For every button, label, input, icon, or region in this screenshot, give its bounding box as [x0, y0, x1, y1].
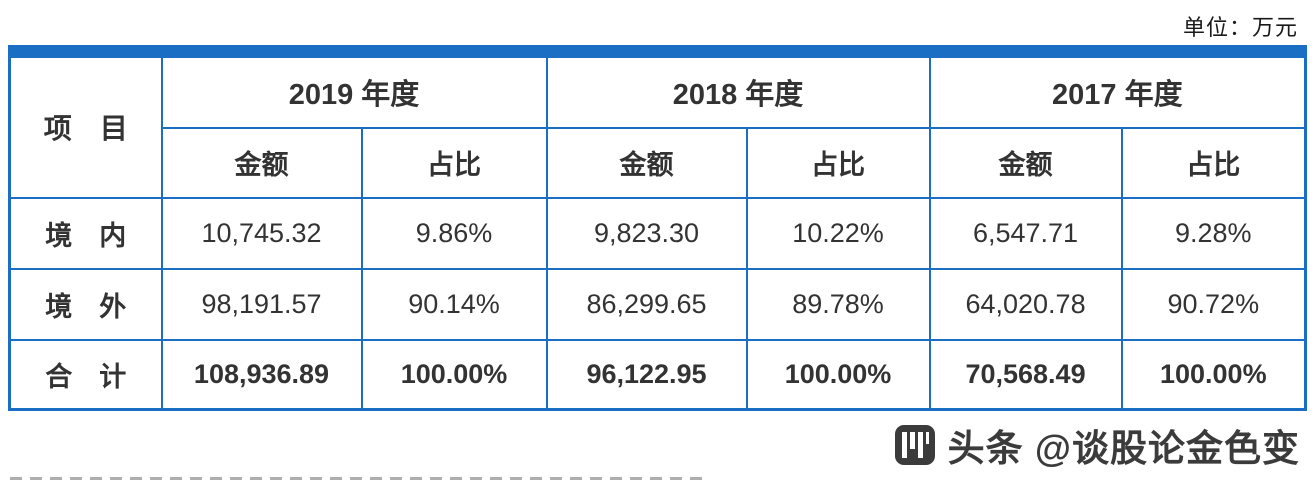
col-header-amount-2019: 金额: [160, 126, 363, 199]
cell-total-2017-amount: 70,568.49: [928, 338, 1123, 411]
col-header-amount-2017: 金额: [928, 126, 1123, 199]
col-header-amount-2018: 金额: [545, 126, 748, 199]
year-2018-header: 2018 年度: [545, 50, 931, 129]
row-label-total: 合 计: [8, 338, 163, 411]
cell-overseas-2017-amount: 64,020.78: [928, 267, 1123, 341]
row-label-domestic: 境 内: [8, 196, 163, 270]
watermark: 头条 @谈股论金色变: [894, 418, 1300, 472]
cell-overseas-2018-ratio: 89.78%: [745, 267, 931, 341]
cell-domestic-2019-ratio: 9.86%: [360, 196, 548, 270]
cell-domestic-2018-amount: 9,823.30: [545, 196, 748, 270]
cell-overseas-2019-amount: 98,191.57: [160, 267, 363, 341]
year-2019-header: 2019 年度: [160, 50, 548, 129]
clipped-bottom-text: [10, 477, 710, 480]
financial-table-wrapper: 项 目 2019 年度 2018 年度 2017 年度 金额 占比 金额 占比 …: [8, 45, 1308, 411]
cell-overseas-2018-amount: 86,299.65: [545, 267, 748, 341]
col-header-ratio-2019: 占比: [360, 126, 548, 199]
col-header-ratio-2017: 占比: [1120, 126, 1307, 199]
row-label-overseas: 境 外: [8, 267, 163, 341]
cell-overseas-2017-ratio: 90.72%: [1120, 267, 1307, 341]
toutiao-logo-icon: [894, 424, 936, 466]
unit-label: 单位：万元: [1182, 15, 1298, 40]
cell-total-2019-amount: 108,936.89: [160, 338, 363, 411]
cell-total-2018-ratio: 100.00%: [745, 338, 931, 411]
header-row-subcolumns: 金额 占比 金额 占比 金额 占比: [10, 126, 1307, 199]
cell-total-2019-ratio: 100.00%: [360, 338, 548, 411]
table-row-overseas: 境 外 98,191.57 90.14% 86,299.65 89.78% 64…: [8, 267, 1307, 341]
cell-domestic-2017-amount: 6,547.71: [928, 196, 1123, 270]
table-row-total: 合 计 108,936.89 100.00% 96,122.95 100.00%…: [8, 338, 1307, 411]
item-header-cell: 项 目: [8, 50, 163, 199]
header-row-years: 项 目 2019 年度 2018 年度 2017 年度: [8, 50, 1307, 199]
cell-domestic-2017-ratio: 9.28%: [1120, 196, 1307, 270]
year-2017-header: 2017 年度: [928, 50, 1307, 129]
cell-total-2018-amount: 96,122.95: [545, 338, 748, 411]
cell-domestic-2018-ratio: 10.22%: [745, 196, 931, 270]
financial-table: 项 目 2019 年度 2018 年度 2017 年度 金额 占比 金额 占比 …: [8, 45, 1308, 411]
cell-domestic-2019-amount: 10,745.32: [160, 196, 363, 270]
table-row-domestic: 境 内 10,745.32 9.86% 9,823.30 10.22% 6,54…: [8, 196, 1307, 270]
col-header-ratio-2018: 占比: [745, 126, 931, 199]
watermark-text: 头条 @谈股论金色变: [947, 428, 1300, 469]
cell-total-2017-ratio: 100.00%: [1120, 338, 1307, 411]
cell-overseas-2019-ratio: 90.14%: [360, 267, 548, 341]
